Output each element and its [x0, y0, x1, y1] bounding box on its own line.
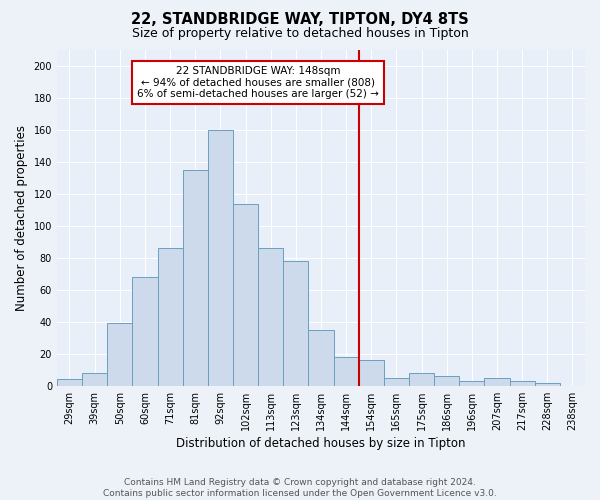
Bar — [308, 330, 334, 386]
Bar — [133, 277, 158, 386]
Bar — [57, 380, 82, 386]
Text: Size of property relative to detached houses in Tipton: Size of property relative to detached ho… — [131, 28, 469, 40]
Text: 22 STANDBRIDGE WAY: 148sqm
← 94% of detached houses are smaller (808)
6% of semi: 22 STANDBRIDGE WAY: 148sqm ← 94% of deta… — [137, 66, 379, 99]
Bar — [535, 382, 560, 386]
Bar — [384, 378, 409, 386]
Bar — [409, 373, 434, 386]
Y-axis label: Number of detached properties: Number of detached properties — [15, 125, 28, 311]
Bar — [484, 378, 509, 386]
Text: Contains HM Land Registry data © Crown copyright and database right 2024.
Contai: Contains HM Land Registry data © Crown c… — [103, 478, 497, 498]
Bar — [208, 130, 233, 386]
Bar — [509, 381, 535, 386]
Bar — [359, 360, 384, 386]
Bar — [182, 170, 208, 386]
Bar — [258, 248, 283, 386]
Bar — [434, 376, 459, 386]
Bar — [459, 381, 484, 386]
Text: 22, STANDBRIDGE WAY, TIPTON, DY4 8TS: 22, STANDBRIDGE WAY, TIPTON, DY4 8TS — [131, 12, 469, 28]
Bar — [107, 324, 133, 386]
Bar — [158, 248, 182, 386]
X-axis label: Distribution of detached houses by size in Tipton: Distribution of detached houses by size … — [176, 437, 466, 450]
Bar — [283, 261, 308, 386]
Bar — [82, 373, 107, 386]
Bar — [334, 357, 359, 386]
Bar — [233, 204, 258, 386]
